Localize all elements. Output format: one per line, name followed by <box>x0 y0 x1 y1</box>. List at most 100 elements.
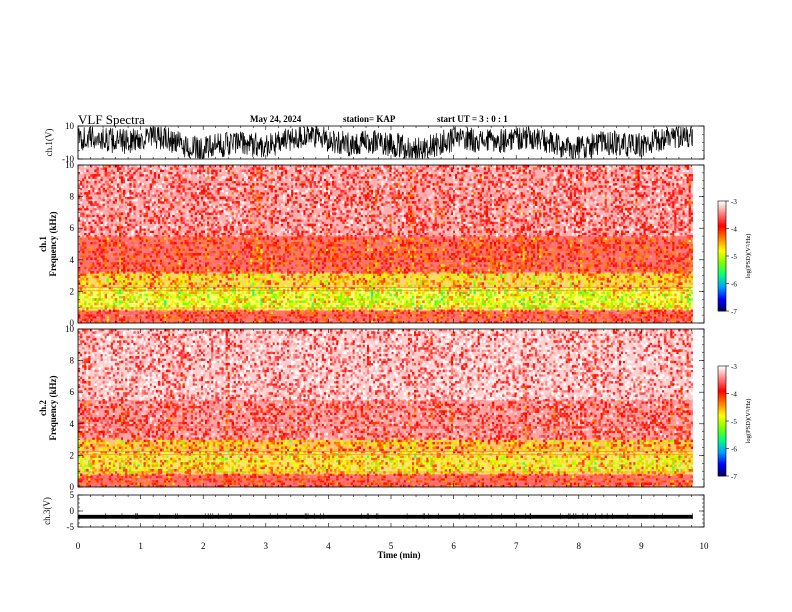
colorbar-step <box>718 429 726 432</box>
colorbar-step <box>718 218 726 221</box>
colorbar-step <box>718 419 726 422</box>
colorbar-step <box>718 210 726 213</box>
colorbar-step <box>718 283 726 286</box>
colorbar-step <box>718 459 726 462</box>
colorbar-step <box>718 386 726 389</box>
colorbar-step <box>718 401 726 404</box>
colorbar-step <box>718 422 726 425</box>
y-tick-label: 2 <box>70 450 75 460</box>
y-tick-label: 6 <box>70 223 75 233</box>
y-tick-label: -5 <box>67 522 75 532</box>
colorbar-step <box>718 426 726 429</box>
colorbar-step <box>718 374 726 377</box>
colorbar-step <box>718 242 726 245</box>
colorbar-step <box>718 232 726 235</box>
colorbar-step <box>718 302 726 305</box>
colorbar-step <box>718 404 726 407</box>
colorbar-step <box>718 421 726 423</box>
colorbar-step <box>718 280 726 283</box>
colorbar-step <box>718 432 726 434</box>
colorbar-step <box>718 430 726 433</box>
colorbar-step <box>718 305 726 308</box>
x-tick-label: 9 <box>639 541 644 551</box>
colorbar-step <box>718 301 726 304</box>
ch3-trace <box>78 514 693 519</box>
colorbar-step <box>718 473 726 476</box>
colorbar-step <box>718 202 726 205</box>
colorbar-step <box>718 278 726 280</box>
colorbar-step <box>718 372 726 375</box>
ch2-spec-ylabel: ch.2 <box>38 400 48 416</box>
colorbar-step <box>718 240 726 243</box>
colorbar-step <box>718 201 726 203</box>
colorbar-step <box>718 239 726 242</box>
x-tick-label: 10 <box>700 541 710 551</box>
colorbar-step <box>718 445 726 448</box>
colorbar-step <box>718 371 726 374</box>
colorbar-step <box>718 400 726 403</box>
colorbar-step <box>718 294 726 297</box>
colorbar-step <box>718 298 726 301</box>
ch1-ylabel: ch.1(V) <box>44 129 54 157</box>
y-tick-label: 6 <box>70 387 75 397</box>
colorbar-step <box>718 225 726 228</box>
colorbar-step <box>718 399 726 401</box>
colorbar-step <box>718 221 726 224</box>
colorbar-step <box>718 466 726 469</box>
y-tick-label: 10 <box>65 160 75 170</box>
colorbar-step <box>718 416 726 419</box>
colorbar-step <box>718 397 726 400</box>
y-tick-label: 10 <box>65 324 75 334</box>
colorbar-step <box>718 444 726 447</box>
colorbar-tick-label: -5 <box>731 253 737 261</box>
colorbar-step <box>718 273 726 276</box>
colorbar-step <box>718 229 726 232</box>
colorbar-step <box>718 276 726 279</box>
x-tick-label: 7 <box>514 541 519 551</box>
colorbar-step <box>718 437 726 440</box>
colorbar-step <box>718 412 726 415</box>
colorbar-step <box>718 267 726 269</box>
colorbar-label: log(PSD)(V²/Hz) <box>745 234 752 279</box>
time-axis: 0 1 2 3 4 5 6 7 8 9 10 <box>76 541 709 551</box>
colorbar-step <box>718 465 726 467</box>
colorbar-step <box>718 456 726 459</box>
colorbar-step <box>718 367 726 370</box>
colorbar-step <box>718 254 726 257</box>
x-tick-label: 2 <box>201 541 206 551</box>
ch1-waveform-panel: 10 -10 ch.1(V) <box>44 121 705 164</box>
colorbar-step <box>718 378 726 381</box>
colorbar-step <box>718 434 726 437</box>
colorbar-step <box>718 471 726 474</box>
colorbar-step <box>718 247 726 250</box>
colorbar-step <box>718 410 726 412</box>
colorbar-step <box>718 284 726 287</box>
colorbar-step <box>718 265 726 268</box>
colorbar-step <box>718 474 726 477</box>
colorbar-step <box>718 460 726 463</box>
colorbar-step <box>718 452 726 455</box>
colorbar-step <box>718 261 726 264</box>
colorbar-step <box>718 291 726 294</box>
colorbar-tick-label: -3 <box>731 198 737 206</box>
colorbar-step <box>718 423 726 426</box>
ch1-trace <box>77 125 694 159</box>
ch1-spec-ylabel2: Frequency (kHz) <box>48 211 58 276</box>
colorbar-step <box>718 467 726 470</box>
colorbar-step <box>718 290 726 293</box>
colorbar-step <box>718 243 726 246</box>
colorbar-step <box>718 238 726 240</box>
x-tick-label: 3 <box>264 541 269 551</box>
colorbar-step <box>718 375 726 378</box>
x-axis-label: Time (min) <box>377 550 420 560</box>
colorbar-step <box>718 383 726 386</box>
colorbar-step <box>718 216 726 218</box>
colorbar-step <box>718 405 726 408</box>
colorbar-step <box>718 251 726 254</box>
ch1-spec-ylabel: ch.1 <box>38 236 48 252</box>
colorbar-step <box>718 224 726 227</box>
colorbar-step <box>718 418 726 421</box>
x-tick-label: 4 <box>326 541 331 551</box>
ch2-colorbar: -3 -4 -5 -6 -7 log(PSD)(V²/Hz) <box>717 363 752 481</box>
